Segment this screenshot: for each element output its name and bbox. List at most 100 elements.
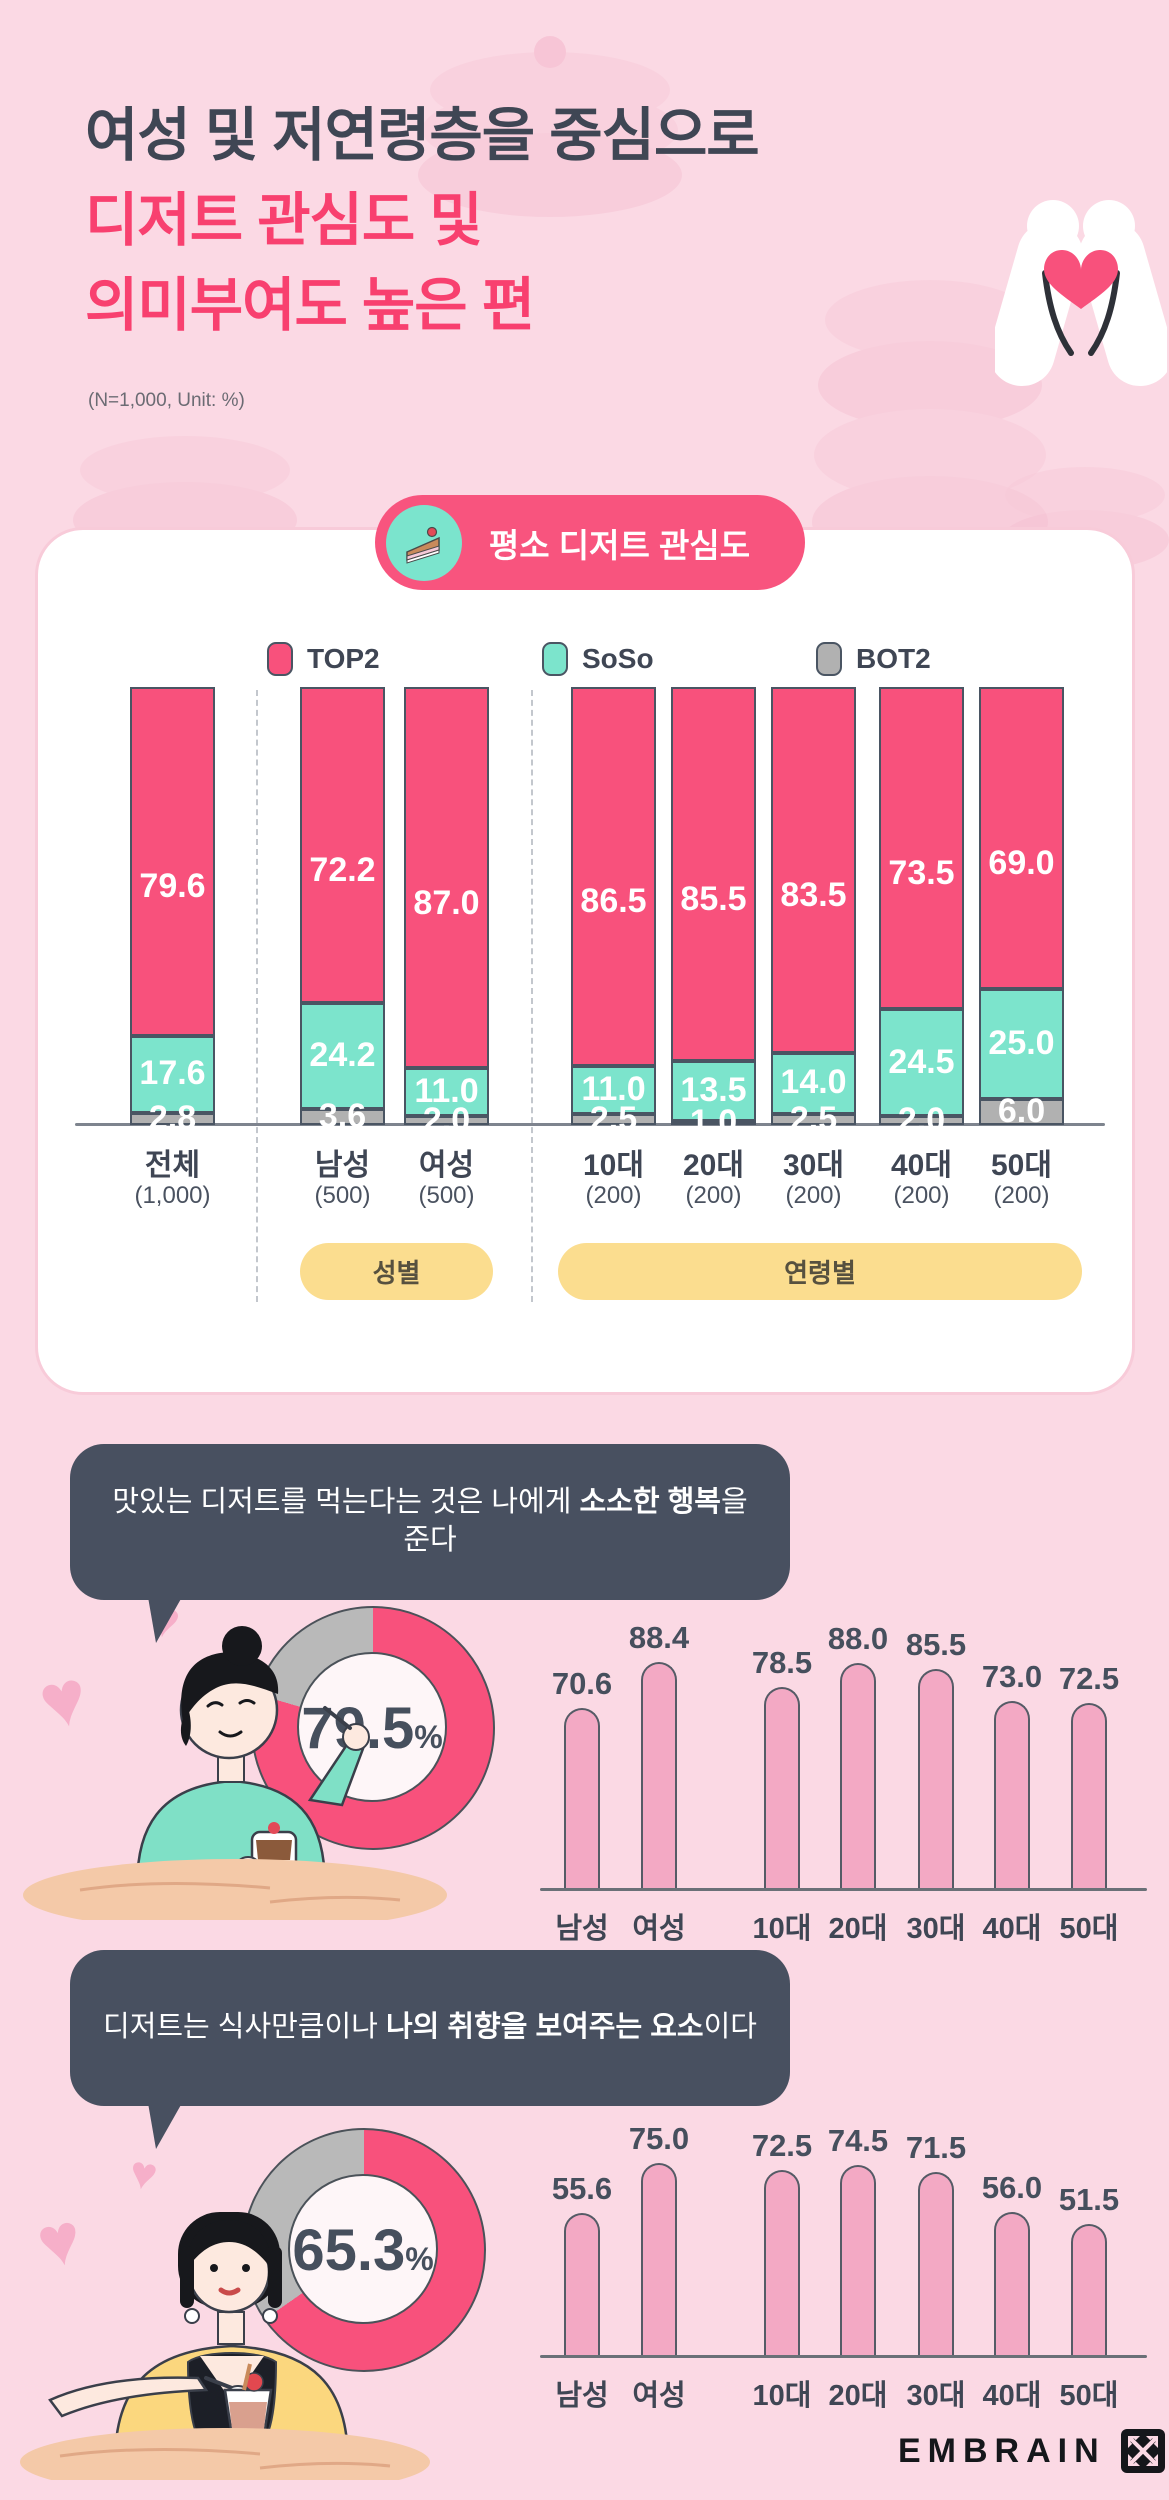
- group-separator: [256, 690, 258, 1302]
- mini-bar: [764, 2169, 800, 2356]
- segment-value-label: 25.0: [988, 1023, 1055, 1062]
- category-label: 40대: [891, 1149, 952, 1182]
- chart-title-badge: 평소 디저트 관심도: [375, 495, 805, 590]
- sample-size-label: (200): [685, 1182, 742, 1209]
- legend-item-top2: TOP2: [267, 642, 380, 676]
- segment-top2: [300, 687, 385, 1004]
- legend-label: TOP2: [307, 643, 380, 674]
- segment-soso: [130, 1035, 215, 1113]
- legend-item-soso: SoSo: [542, 642, 654, 676]
- segment-soso: [404, 1068, 489, 1117]
- segment-value-label: 2.8: [148, 1098, 197, 1137]
- legend-label: SoSo: [582, 643, 654, 674]
- segment-bot2: [300, 1109, 385, 1125]
- sample-size-label: (500): [314, 1182, 371, 1209]
- mini-bar: [1071, 1702, 1107, 1889]
- statement-text-bold: 나의 취향을 보여주는 요소: [385, 2011, 704, 2044]
- mini-bar-category: 남성: [555, 1913, 609, 1945]
- segment-value-label: 13.5: [680, 1071, 747, 1110]
- statement-text: 을 준다: [403, 1486, 748, 1556]
- stacked-bar: 73.5 24.5 2.0: [879, 687, 964, 1139]
- category-label: 여성: [418, 1149, 475, 1182]
- segment-top2: [879, 687, 964, 1009]
- mini-bar: [918, 2172, 954, 2356]
- donut-value: 65.3: [292, 2218, 406, 2283]
- mini-bar: [564, 1707, 600, 1889]
- sample-size-label: (200): [993, 1182, 1050, 1209]
- legend-swatch-soso: [542, 642, 568, 676]
- segment-top2: [571, 687, 656, 1066]
- group-separator: [531, 690, 533, 1302]
- embrain-logo: EMBRAIN: [898, 2428, 1166, 2474]
- segment-top2: [130, 687, 215, 1036]
- category-label: 30대: [783, 1149, 844, 1182]
- segment-value-label: 2.5: [789, 1099, 838, 1138]
- badge-circle: [386, 504, 462, 581]
- legend-item-bot2: BOT2: [816, 642, 931, 676]
- segment-value-label: 11.0: [581, 1069, 646, 1108]
- segment-soso: [879, 1008, 964, 1117]
- statement-text-bold: 소소한 행복: [579, 1486, 721, 1519]
- segment-value-label: 2.5: [589, 1099, 638, 1138]
- segment-soso: [300, 1003, 385, 1110]
- mini-bar: [918, 1669, 954, 1889]
- mini-bar-category: 20대: [828, 1913, 888, 1945]
- segment-value-label: 17.6: [139, 1054, 206, 1093]
- segment-value-label: 73.5: [888, 853, 955, 892]
- mini-bar-category: 여성: [632, 1913, 686, 1945]
- legend-swatch-bot2: [816, 642, 842, 676]
- donut-unit: %: [414, 1719, 443, 1755]
- segment-bot2: [571, 1114, 656, 1125]
- category-label: 전체: [144, 1149, 201, 1182]
- statement-text: 이다: [703, 2011, 757, 2044]
- mini-bar-value: 75.0: [628, 2121, 690, 2157]
- segment-top2: [671, 687, 756, 1062]
- mini-bar-value: 71.5: [905, 2130, 967, 2166]
- segment-top2: [979, 687, 1064, 990]
- mini-bar: [764, 1687, 800, 1889]
- segment-value-label: 85.5: [680, 880, 747, 919]
- segment-soso: [771, 1052, 856, 1115]
- mini-bar-category: 40대: [982, 2380, 1042, 2412]
- group-badge-age: 연령별: [558, 1243, 1082, 1300]
- legend-swatch-top2: [267, 642, 293, 676]
- statement-text: 맛있는 디저트를 먹는다는 것은 나에게: [112, 1486, 580, 1519]
- stacked-bar: 86.5 11.0 2.5: [571, 687, 656, 1138]
- mini-bar-value: 88.0: [827, 1620, 889, 1656]
- segment-bot2: [671, 1120, 756, 1125]
- mini-bar-category: 10대: [752, 1913, 812, 1945]
- mini-bar: [840, 2164, 876, 2356]
- segment-bot2: [404, 1116, 489, 1125]
- segment-value-label: 83.5: [780, 875, 847, 914]
- mini-bar-value: 78.5: [751, 1645, 813, 1681]
- segment-soso: [671, 1061, 756, 1121]
- segment-value-label: 79.6: [139, 867, 206, 906]
- sample-size-label: (200): [585, 1182, 642, 1209]
- segment-bot2: [979, 1098, 1064, 1125]
- sample-size-label: (200): [893, 1182, 950, 1209]
- statement-text: 디저트는 식사만큼이나: [103, 2011, 386, 2044]
- sample-size-label: (200): [785, 1182, 842, 1209]
- segment-value-label: 14.0: [780, 1063, 847, 1102]
- woman-dessert-illustration-1: [23, 1626, 447, 1920]
- stacked-bar: 83.5 14.0 2.5: [771, 687, 856, 1138]
- stacked-bar: 87.0 11.0 2.0: [404, 687, 489, 1139]
- mini-bar-value: 85.5: [905, 1627, 967, 1663]
- segment-value-label: 1.0: [689, 1102, 738, 1141]
- segment-value-label: 69.0: [988, 844, 1055, 883]
- category-label: 남성: [314, 1149, 371, 1182]
- mini-bar: [840, 1662, 876, 1889]
- mini-bar-category: 40대: [982, 1913, 1042, 1945]
- mini-bar-value: 74.5: [827, 2122, 889, 2158]
- cake-icon: [406, 526, 440, 564]
- mini-bar-category: 50대: [1059, 1913, 1119, 1945]
- stacked-bar: 72.2 24.2 3.6: [300, 687, 385, 1135]
- mini-bar-category: 50대: [1059, 2380, 1119, 2412]
- sample-size-label: (1,000): [134, 1182, 211, 1209]
- mini-bar-value: 72.5: [1058, 1660, 1120, 1696]
- mini-bar-category: 30대: [906, 2380, 966, 2412]
- segment-soso: [571, 1065, 656, 1115]
- category-label: 20대: [683, 1149, 744, 1182]
- mini-bar-value: 72.5: [751, 2127, 813, 2163]
